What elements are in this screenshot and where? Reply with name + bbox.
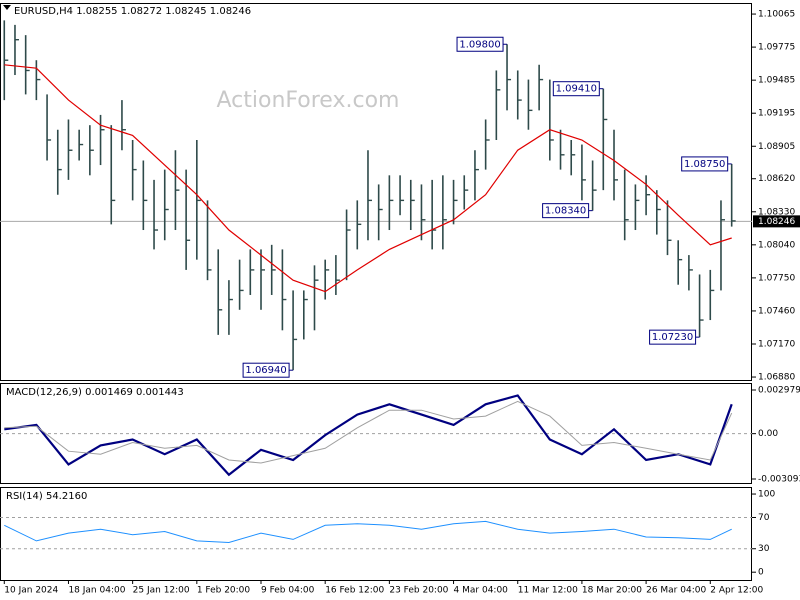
y-tick-label: 1.06880 (758, 373, 795, 383)
panel-title: RSI(14) 54.2160 (6, 491, 87, 502)
x-tick-label: 18 Jan 04:00 (68, 586, 125, 596)
current-price-label: 1.08246 (758, 217, 795, 227)
x-tick-label: 10 Jan 2024 (4, 586, 58, 596)
y-tick-label: -0.003093 (758, 474, 800, 484)
y-tick-label: 1.09195 (758, 109, 795, 119)
y-tick-label: 1.07170 (758, 339, 795, 349)
panel-frame (0, 3, 752, 381)
annotation-label: 1.09410 (556, 84, 597, 95)
y-tick-label: 1.08330 (758, 207, 795, 217)
indicator-line (4, 400, 733, 464)
annotation-box (542, 203, 590, 219)
y-tick-label: 1.08905 (758, 142, 795, 152)
y-tick-label: 1.09775 (758, 43, 795, 53)
x-tick-label: 11 Mar 12:00 (518, 586, 578, 596)
background (0, 0, 753, 600)
y-tick-label: 0 (758, 568, 764, 578)
y-tick-label: 1.09485 (758, 76, 795, 86)
annotation-box (456, 36, 504, 52)
x-tick-label: 9 Feb 04:00 (261, 586, 315, 596)
y-tick-label: 1.07460 (758, 306, 795, 316)
y-tick-label: 1.07750 (758, 273, 795, 283)
annotation-box (681, 156, 729, 172)
x-tick-label: 18 Mar 20:00 (582, 586, 642, 596)
y-tick-label: 1.08620 (758, 174, 795, 184)
panel-title: EURUSD,H4 1.08255 1.08272 1.08245 1.0824… (14, 6, 251, 17)
indicator-line (4, 520, 732, 544)
annotation-label: 1.07230 (652, 332, 693, 343)
x-tick-label: 16 Feb 12:00 (325, 586, 384, 596)
indicator-line (4, 64, 732, 293)
annotation-box (242, 362, 290, 378)
y-tick-label: 100 (758, 490, 775, 500)
y-tick-label: 1.08040 (758, 240, 795, 250)
annotation-label: 1.08750 (684, 159, 725, 170)
x-tick-label: 25 Jan 12:00 (133, 586, 190, 596)
annotation-label: 1.06940 (245, 365, 286, 376)
x-tick-label: 2 Apr 12:00 (710, 586, 763, 596)
y-tick-label: 0.00 (758, 429, 778, 439)
current-price-box (753, 215, 800, 228)
annotation-label: 1.09800 (459, 39, 500, 50)
annotation-box (649, 329, 697, 345)
y-tick-label: 70 (758, 513, 770, 523)
panel-frame (0, 487, 752, 581)
x-tick-label: 23 Feb 20:00 (389, 586, 448, 596)
x-tick-label: 1 Feb 20:00 (197, 586, 251, 596)
x-tick-label: 26 Mar 04:00 (646, 586, 706, 596)
annotation-label: 1.08340 (545, 206, 586, 217)
panel-title: MACD(12,26,9) 0.001469 0.001443 (6, 387, 184, 398)
indicator-line (4, 394, 733, 477)
y-tick-label: 1.10065 (758, 10, 795, 20)
y-tick-label: 30 (758, 544, 770, 554)
y-tick-label: 0.002979 (758, 385, 800, 395)
menu-triangle (3, 5, 11, 10)
watermark: ActionForex.com (217, 88, 400, 113)
annotation-box (552, 81, 600, 97)
x-tick-label: 4 Mar 04:00 (454, 586, 509, 596)
